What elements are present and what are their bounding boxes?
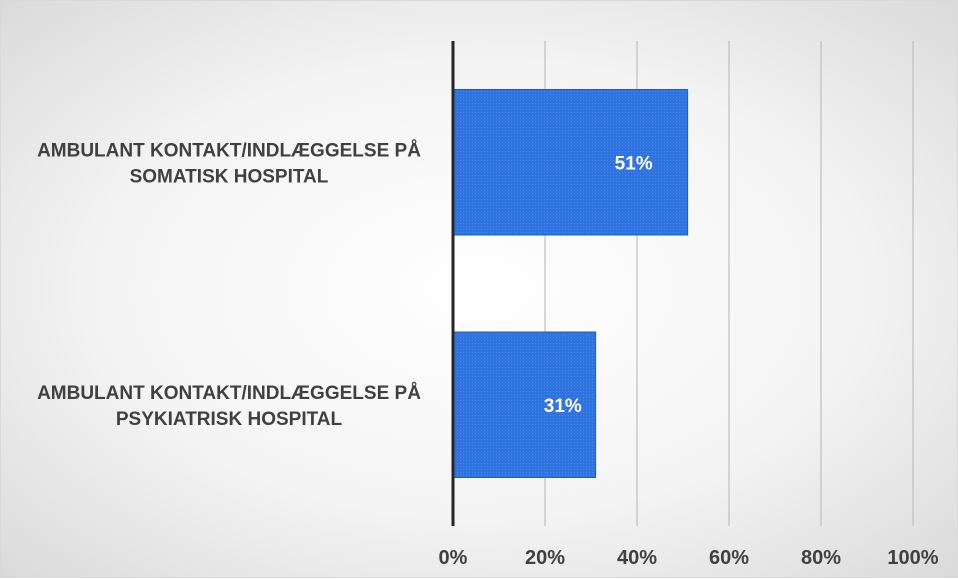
x-tick-label: 80% [801, 547, 841, 569]
bars [452, 89, 689, 478]
labels: 0% 20% 40% 60% 80% 100% 51% AMBULANT KONTAKT/IN… [37, 140, 939, 569]
x-tick-label: 20% [525, 547, 565, 569]
category-label: SOMATISK HOSPITAL [130, 166, 329, 187]
x-tick-label: 60% [709, 547, 749, 569]
data-label: 31% [544, 396, 582, 417]
category-label: PSYKIATRISK HOSPITAL [116, 409, 343, 430]
x-tick-label: 100% [887, 547, 938, 569]
x-tick-label: 0% [439, 547, 468, 569]
bar [452, 89, 689, 236]
category-label: AMBULANT KONTAKT/INDLÆGGELSE PÅ [37, 383, 421, 404]
category-label: AMBULANT KONTAKT/INDLÆGGELSE PÅ [37, 140, 421, 161]
x-tick-label: 40% [617, 547, 657, 569]
data-label: 51% [615, 153, 653, 174]
